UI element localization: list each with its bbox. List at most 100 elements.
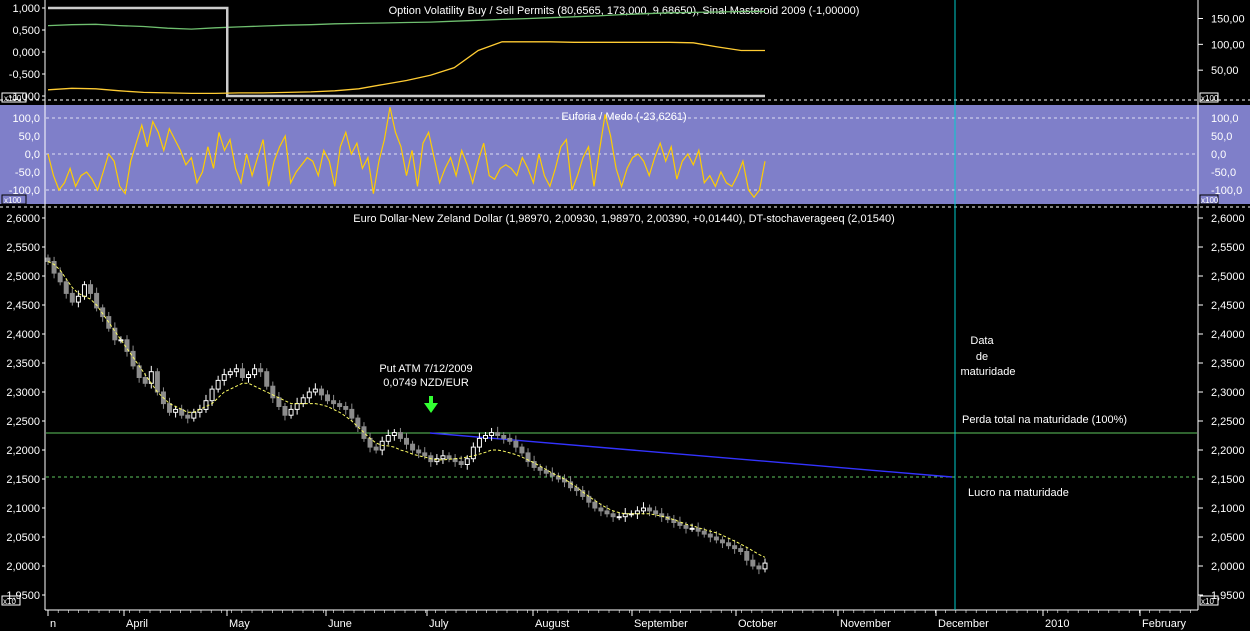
candle-body — [246, 374, 252, 379]
candle-body — [221, 374, 227, 381]
candle-body — [410, 443, 416, 451]
candle-body — [318, 388, 324, 396]
y-tick-label: 2,1000 — [6, 503, 40, 515]
price-panel-title: Euro Dollar-New Zeland Dollar (1,98970, … — [353, 213, 895, 225]
candle-body — [191, 411, 197, 419]
candle-body — [300, 397, 306, 405]
candle-body — [209, 388, 215, 402]
candle-body — [470, 446, 476, 460]
candle-body — [598, 507, 604, 512]
candle-body — [622, 513, 628, 518]
candle-body — [288, 408, 294, 416]
candle-body — [173, 408, 179, 413]
y-tick-label: 2,0000 — [1211, 561, 1245, 573]
candle-body — [640, 507, 646, 512]
y-tick-label: 2,2000 — [6, 445, 40, 457]
candle-body — [574, 487, 580, 492]
scale-box-top-left: x100 — [1, 92, 27, 103]
candle-body — [51, 261, 57, 274]
candle-body — [537, 466, 543, 471]
y-tick-label: 2,0000 — [6, 561, 40, 573]
y-tick-label: 2,3000 — [1211, 387, 1245, 399]
y-tick-label: 100,0 — [12, 113, 40, 125]
candle-body — [738, 548, 744, 552]
candle-body — [75, 295, 81, 303]
candle-body — [306, 391, 312, 399]
scale-box-label: x100 — [4, 94, 22, 103]
y-tick-label: 1,000 — [12, 3, 40, 15]
y-tick-label: 2,4000 — [1211, 329, 1245, 341]
y-tick-label: 0,0 — [25, 149, 40, 161]
y-tick-label: 2,0500 — [6, 532, 40, 544]
candle-body — [88, 284, 94, 294]
x-tick-label: June — [328, 618, 352, 630]
x-tick-label: April — [126, 618, 148, 630]
maturity-label-line1: Data — [970, 335, 994, 347]
scale-box-bottom-right: x10 — [1199, 595, 1219, 606]
candle-body — [507, 437, 513, 442]
candle-body — [252, 368, 258, 376]
y-tick-label: 150,00 — [1211, 14, 1245, 26]
candle-body — [282, 406, 288, 416]
y-tick-label: 2,1000 — [1211, 503, 1245, 515]
candle-body — [513, 440, 519, 448]
candle-body — [397, 432, 403, 439]
candle-body — [707, 533, 713, 538]
scale-box-mid-right: x100 — [1199, 194, 1219, 205]
scale-box-mid-left: x100 — [1, 194, 27, 205]
y-tick-label: -50,0 — [15, 167, 40, 179]
candle-body — [367, 437, 373, 448]
candle-body — [701, 530, 707, 535]
x-tick-label: October — [738, 618, 777, 630]
candle-body — [57, 272, 63, 283]
y-tick-label: 2,3500 — [1211, 358, 1245, 370]
candle-body — [404, 437, 409, 445]
candle-body — [312, 388, 318, 393]
candle-body — [355, 417, 361, 428]
candle-body — [561, 478, 567, 483]
y-tick-label: 2,3000 — [6, 387, 40, 399]
maturity-label-line2: de — [976, 351, 988, 363]
candle-body — [726, 542, 732, 547]
candle-body — [653, 510, 659, 515]
perda-total-label: Perda total na maturidade (100%) — [962, 414, 1127, 426]
y-tick-label: 2,6000 — [1211, 213, 1245, 225]
y-tick-label: 2,6000 — [6, 213, 40, 225]
candle-body — [604, 510, 610, 515]
candle-body — [148, 371, 154, 384]
candle-body — [233, 368, 239, 373]
y-tick-label: -100,0 — [1211, 185, 1242, 197]
candle-body — [750, 559, 756, 567]
euforia-series-line — [47, 107, 766, 199]
x-tick-label: February — [1142, 618, 1187, 630]
scale-box-label: x10 — [3, 597, 16, 606]
candle-body — [349, 408, 355, 419]
candle-body — [489, 432, 495, 437]
candle-body — [416, 449, 422, 454]
candle-body — [695, 527, 701, 532]
scale-box-bottom-left: x10 — [1, 595, 21, 606]
candle-body — [373, 446, 379, 451]
candle-body — [610, 513, 616, 518]
candle-body — [100, 307, 106, 318]
scale-box-top-right: x100 — [1199, 92, 1219, 103]
y-tick-label: 50,0 — [19, 131, 40, 143]
scale-box-label: x100 — [1201, 196, 1219, 205]
candle-body — [592, 501, 598, 509]
volatility-panel: 1,000 0,500 0,000 -0,500 -1,000 150,00 100,00 5… — [9, 3, 1245, 103]
candle-body — [337, 403, 343, 408]
candle-body — [385, 435, 391, 442]
candle-body — [440, 455, 446, 460]
x-tick-label: 2010 — [1045, 618, 1069, 630]
candle-body — [167, 403, 173, 413]
price-panel: 2,6000 2,6000 2,5500 2,5500 2,5000 2,5000 2,45… — [6, 0, 1245, 610]
candle-body — [63, 281, 69, 294]
x-tick-label: August — [535, 618, 569, 630]
y-tick-label: 2,2000 — [1211, 445, 1245, 457]
y-tick-label: 100,0 — [1211, 113, 1239, 125]
y-tick-label: 2,4500 — [6, 300, 40, 312]
x-tick-label: May — [229, 618, 250, 630]
candle-body — [391, 432, 397, 437]
y-tick-label: 2,5500 — [1211, 242, 1245, 254]
candle-body — [264, 371, 270, 387]
